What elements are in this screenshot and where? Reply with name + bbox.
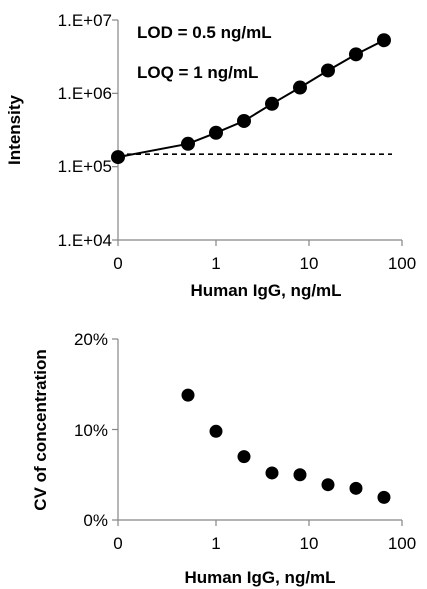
y-axis-title: Intensity [5,95,24,165]
y-tick-label: 1.E+04 [58,231,112,250]
y-tick-label: 0% [83,511,108,530]
x-axis-title: Human IgG, ng/mL [190,281,341,300]
series-points [181,388,391,504]
series-line [117,39,385,159]
data-point [111,150,125,165]
data-point [237,450,251,464]
data-point [209,125,223,140]
x-tick-marks [117,520,403,526]
x-tick-label: 0 [113,534,122,553]
x-tick-label: 1 [211,254,220,273]
x-tick-label: 1 [211,534,220,553]
data-point [293,468,307,482]
x-tick-label: 100 [388,254,416,273]
x-axis-title: Human IgG, ng/mL [184,568,335,587]
data-point [349,481,363,495]
data-point [181,136,196,151]
loq-annotation: LOQ = 1 ng/mL [137,63,258,82]
data-point [377,490,391,504]
data-point [320,63,335,78]
y-tick-label: 1.E+06 [58,84,112,103]
y-tick-label: 20% [74,330,108,349]
x-tick-label: 10 [300,534,319,553]
x-tick-label: 0 [113,254,122,273]
y-tick-marks [112,19,118,241]
data-point [181,388,195,402]
data-point [376,33,391,48]
y-tick-marks [112,338,118,521]
x-tick-label: 10 [300,254,319,273]
x-tick-marks [117,240,403,246]
data-point [264,96,279,111]
data-point [321,478,335,492]
data-point [265,466,279,480]
x-tick-label: 100 [388,534,416,553]
y-tick-label: 1.E+05 [58,157,112,176]
lod-annotation: LOD = 0.5 ng/mL [137,23,272,42]
cv-chart: 20% 10% 0% 0 1 10 100 Human IgG, ng/mL C… [31,330,416,587]
data-point [292,80,307,95]
data-point [348,47,363,62]
y-tick-label: 10% [74,421,108,440]
series-points [111,33,391,165]
data-point [236,113,251,128]
data-point [209,424,223,438]
y-axis-title: CV of concentration [31,349,50,511]
y-tick-label: 1.E+07 [58,11,112,30]
intensity-chart: 1.E+07 1.E+06 1.E+05 1.E+04 0 1 10 100 H… [5,11,416,300]
